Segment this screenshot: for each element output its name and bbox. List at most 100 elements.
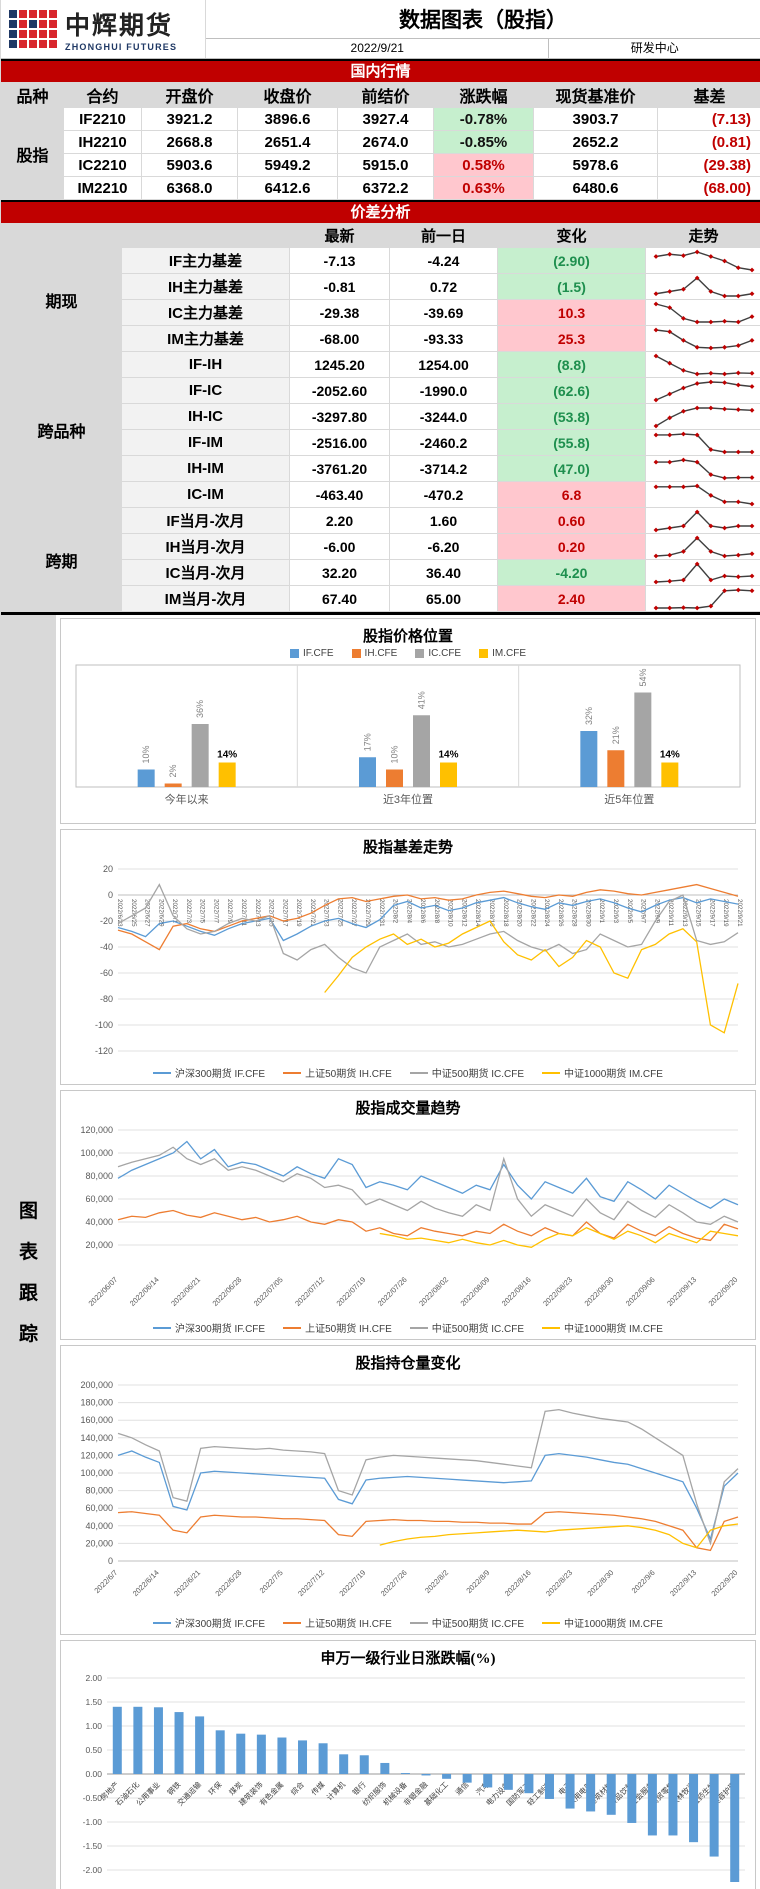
svg-text:2022/07/05: 2022/07/05	[252, 1275, 285, 1308]
chart-title-open-interest: 股指持仓量变化	[355, 1356, 461, 1372]
volume-line-chart: 120,000 100,000 80,000 60,000 40,000 20,000 20…	[80, 1125, 740, 1308]
svg-text:0: 0	[108, 890, 113, 900]
spread-group-cell: 跨品种	[1, 351, 122, 508]
legend-item: 上证50期货 IH.CFE	[283, 1615, 392, 1630]
sparkline	[653, 561, 754, 584]
spread-row: 跨品种 IF-IH 1245.20 1254.00 (8.8)	[1, 351, 760, 508]
latest-cell: -2052.60	[289, 377, 390, 404]
contract-cell: IC2210	[63, 153, 142, 177]
logo-grid-icon	[9, 10, 57, 48]
basis-cell: (29.38)	[657, 153, 760, 177]
svg-text:2022/8/24: 2022/8/24	[543, 899, 550, 927]
chart-title-volume-trend: 股指成交量趋势	[355, 1101, 461, 1117]
spread-table: 最新 前一日 变化 走势 期现 IF主力基差 -7.13 -4.24 (2.90) IH主力基差…	[1, 223, 760, 612]
svg-text:2022/8/20: 2022/8/20	[516, 899, 523, 927]
latest-cell: -3761.20	[289, 455, 390, 482]
svg-text:2022/08/30: 2022/08/30	[583, 1275, 616, 1308]
chart-title-industry-change: 申万一级行业日涨跌幅(%)	[320, 1651, 496, 1667]
open-cell: 3921.2	[141, 107, 238, 131]
svg-text:2022/7/17: 2022/7/17	[281, 899, 288, 927]
logo-name: 中辉期货	[65, 13, 174, 40]
svg-text:0.00: 0.00	[85, 1769, 102, 1779]
prev-settle-cell: 6372.2	[337, 176, 434, 200]
svg-text:2022/09/20: 2022/09/20	[707, 1275, 740, 1308]
legend-item: 沪深300期货 IF.CFE	[153, 1615, 265, 1630]
prev-cell: 1.60	[389, 507, 498, 534]
svg-text:2022/8/30: 2022/8/30	[585, 1568, 615, 1598]
svg-text:2022/8/14: 2022/8/14	[474, 899, 481, 927]
svg-text:2022/07/26: 2022/07/26	[376, 1275, 409, 1308]
change-cell: (62.6)	[497, 377, 646, 404]
svg-text:2022/06/21: 2022/06/21	[169, 1275, 202, 1308]
sparkline	[653, 509, 754, 532]
svg-text:传媒: 传媒	[309, 1779, 327, 1797]
svg-text:银行: 银行	[350, 1779, 368, 1797]
legend-swatch-icon	[409, 1326, 428, 1329]
close-cell: 5949.2	[237, 153, 338, 177]
svg-text:2022/6/14: 2022/6/14	[131, 1568, 161, 1598]
svg-text:2022/06/28: 2022/06/28	[211, 1275, 244, 1308]
change-cell: 0.60	[497, 507, 646, 534]
svg-text:21%: 21%	[611, 726, 621, 744]
svg-text:2022/7/15: 2022/7/15	[268, 899, 275, 927]
change-cell: (2.90)	[497, 247, 646, 274]
svg-text:2022/8/23: 2022/8/23	[544, 1568, 574, 1598]
legend-item: IH.CFE	[351, 648, 397, 659]
svg-text:2022/06/14: 2022/06/14	[128, 1275, 161, 1308]
spread-row: 跨期 IF当月-次月 2.20 1.60 0.60	[1, 507, 760, 612]
svg-text:14%: 14%	[438, 750, 458, 761]
chart-title-price-position: 股指价格位置	[362, 629, 453, 645]
spread-col-header: 走势	[645, 223, 760, 248]
spread-row: IH主力基差 -0.81 0.72 (1.5)	[2, 273, 760, 300]
change-cell: (1.5)	[497, 273, 646, 300]
legend-item: IF.CFE	[289, 648, 334, 659]
legend-swatch-icon	[153, 1326, 172, 1329]
latest-cell: -68.00	[289, 325, 390, 352]
svg-text:60,000: 60,000	[85, 1503, 113, 1513]
svg-text:2022/7/29: 2022/7/29	[364, 899, 371, 927]
prev-cell: -93.33	[389, 325, 498, 352]
legend-swatch-icon	[283, 1326, 302, 1329]
change-cell: (53.8)	[497, 403, 646, 430]
prev-settle-cell: 3927.4	[337, 107, 434, 131]
svg-text:140,000: 140,000	[80, 1433, 113, 1443]
legend-item: 沪深300期货 IF.CFE	[153, 1065, 265, 1080]
prev-cell: 0.72	[389, 273, 498, 300]
market-row: 股指 IF2210 3921.2 3896.6 3927.4 -0.78% 3903.7 (7…	[1, 107, 760, 200]
spread-label-cell: IH-IC	[121, 403, 290, 430]
prev-cell: -1990.0	[389, 377, 498, 404]
legend-swatch-icon	[283, 1621, 302, 1624]
spread-label-cell: IH当月-次月	[121, 533, 290, 560]
market-col-header: 合约	[63, 82, 142, 108]
svg-text:2022/07/19: 2022/07/19	[335, 1275, 368, 1308]
report-date: 2022/9/21	[206, 39, 550, 58]
svg-text:2022/6/23: 2022/6/23	[116, 899, 123, 927]
svg-text:今年以来: 今年以来	[165, 792, 209, 806]
market-table: 品种 合约 开盘价 收盘价 前结价 涨跌幅 现货基准价 基差 股指 IF2210 3921.2 38…	[1, 82, 760, 200]
svg-text:2022/7/11: 2022/7/11	[240, 899, 247, 927]
latest-cell: -7.13	[289, 247, 390, 274]
company-logo: 中辉期货 ZHONGHUI FUTURES	[1, 0, 206, 58]
open-interest-line-chart: 200,000 180,000 160,000 140,000 120,000 100,0…	[80, 1380, 739, 1598]
svg-text:2022/7/26: 2022/7/26	[379, 1568, 409, 1598]
spread-group-cell: 跨期	[1, 507, 122, 612]
svg-text:2022/6/28: 2022/6/28	[213, 1568, 243, 1598]
sparkline	[653, 301, 754, 324]
legend-swatch-icon	[409, 1071, 428, 1074]
grouped-bar-chart: 今年以来 10% 2% 36% 14% 近3年位置 17% 10% 41% 14% 近5年位置 32%…	[75, 664, 741, 806]
prev-cell: -39.69	[389, 299, 498, 326]
sparkline-cell	[645, 533, 760, 560]
svg-text:-0.50: -0.50	[83, 1793, 103, 1803]
spread-label-cell: IF-IM	[121, 429, 290, 456]
charts-sidebar-label: 图表跟踪	[1, 615, 56, 1889]
legend-swatch-icon	[479, 649, 489, 658]
svg-text:2022/07/12: 2022/07/12	[293, 1275, 326, 1308]
legend-item: 上证50期货 IH.CFE	[283, 1320, 392, 1335]
charts-section: 图表跟踪 股指价格位置 IF.CFE IH.CFE IC.CFE IM.CFE 今年以…	[1, 612, 760, 1889]
svg-text:2022/9/21: 2022/9/21	[736, 899, 743, 927]
legend-open-interest: 沪深300期货 IF.CFE 上证50期货 IH.CFE 中证500期货 IC.CF…	[63, 1615, 753, 1630]
legend-item: 沪深300期货 IF.CFE	[153, 1320, 265, 1335]
svg-text:100,000: 100,000	[80, 1468, 113, 1478]
svg-text:2022/7/5: 2022/7/5	[258, 1568, 285, 1595]
svg-text:2022/8/22: 2022/8/22	[529, 899, 536, 927]
